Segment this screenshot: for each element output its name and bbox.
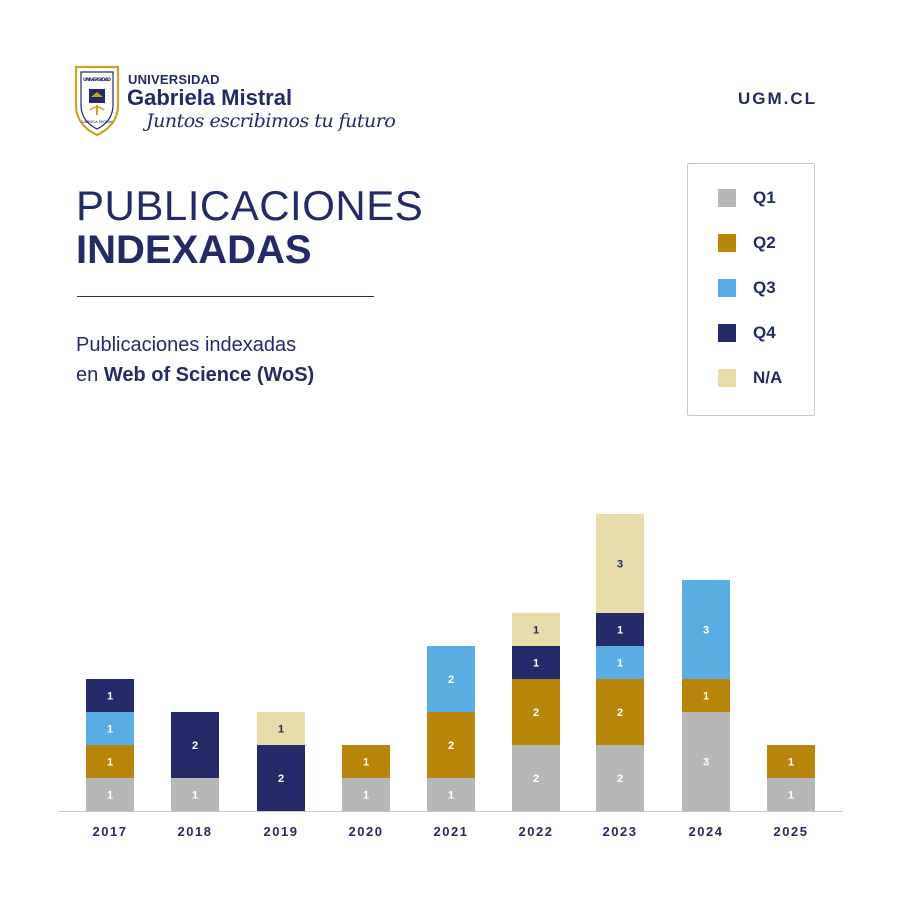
bar-segment-q1-2022 — [512, 745, 560, 811]
title-line-2: INDEXADAS — [76, 228, 312, 272]
x-tick-label-2021: 2021 — [434, 824, 469, 839]
legend-swatch-q1 — [718, 189, 736, 207]
data-label-q3-2017: 1 — [107, 724, 113, 736]
data-label-q4-2018: 2 — [192, 740, 198, 752]
data-label-q2-2017: 1 — [107, 757, 113, 769]
x-tick-label-2018: 2018 — [178, 824, 213, 839]
bar-segment-q2-2021 — [427, 712, 475, 778]
bar-segment-q2-2023 — [596, 679, 644, 745]
legend-swatch-na — [718, 369, 736, 387]
bar-segment-q4-2023 — [596, 613, 644, 646]
data-label-q2-2021: 2 — [448, 740, 454, 752]
bar-segment-q4-2017 — [86, 679, 134, 712]
bar-segment-q2-2022 — [512, 679, 560, 745]
data-label-q4-2023: 1 — [617, 625, 623, 637]
x-tick-label-2020: 2020 — [349, 824, 384, 839]
subtitle-line-1: Publicaciones indexadas — [76, 334, 297, 356]
bar-segment-q4-2019 — [257, 745, 305, 811]
bar-segment-q2-2017 — [86, 745, 134, 778]
legend-item-na: N/A — [718, 368, 783, 387]
title-divider — [77, 296, 374, 297]
bar-segment-na-2023 — [596, 514, 644, 613]
site-link[interactable]: UGM.CL — [737, 89, 817, 108]
data-label-q4-2022: 1 — [533, 658, 539, 670]
legend-swatch-q2 — [718, 234, 736, 252]
subtitle: Publicaciones indexadas en Web of Scienc… — [76, 330, 314, 390]
subtitle-line-2: en Web of Science (WoS) — [76, 360, 314, 390]
title-line-1: PUBLICACIONES — [76, 182, 424, 229]
bar-segment-q4-2022 — [512, 646, 560, 679]
seal-side-text: GABRIELA MISTRAL — [81, 120, 113, 124]
logo-slogan: Juntos escribimos tu futuro — [146, 110, 396, 132]
data-label-q1-2022: 2 — [533, 773, 539, 785]
chart-legend: Q1 Q2 Q3 Q4 N/A — [687, 163, 815, 416]
bar-segment-q3-2021 — [427, 646, 475, 712]
bar-segment-q1-2017 — [86, 778, 134, 811]
seal-top-text: UNIVERSIDAD — [83, 77, 111, 83]
data-label-q2-2025: 1 — [788, 757, 794, 769]
legend-swatch-q4 — [718, 324, 736, 342]
bar-segment-q1-2021 — [427, 778, 475, 811]
x-tick-label-2017: 2017 — [93, 824, 128, 839]
data-label-q1-2018: 1 — [192, 790, 198, 802]
bar-segment-q1-2018 — [171, 778, 219, 811]
data-label-q2-2020: 1 — [363, 757, 369, 769]
x-tick-label-2022: 2022 — [519, 824, 554, 839]
bar-segment-q2-2024 — [682, 679, 730, 712]
data-label-q1-2024: 3 — [703, 757, 709, 769]
logo-top-text: UNIVERSIDAD — [128, 72, 220, 87]
bar-segment-na-2022 — [512, 613, 560, 646]
legend-swatch-q3 — [718, 279, 736, 297]
university-seal-icon: UNIVERSIDAD GABRIELA MISTRAL — [74, 65, 120, 137]
bar-segment-q1-2020 — [342, 778, 390, 811]
x-tick-label-2025: 2025 — [774, 824, 809, 839]
legend-item-q3: Q3 — [718, 278, 776, 297]
data-label-q2-2024: 1 — [703, 691, 709, 703]
legend-label-q1: Q1 — [753, 188, 776, 207]
legend-item-q4: Q4 — [718, 323, 776, 342]
data-label-na-2022: 1 — [533, 625, 539, 637]
logo-main-text: Gabriela Mistral — [127, 85, 293, 110]
bar-segment-q4-2018 — [171, 712, 219, 778]
legend-item-q1: Q1 — [718, 188, 776, 207]
bar-segment-q3-2023 — [596, 646, 644, 679]
data-label-q3-2024: 3 — [703, 625, 709, 637]
legend-label-q4: Q4 — [753, 323, 776, 342]
subtitle-prefix: en — [76, 364, 104, 386]
bar-segment-q2-2025 — [767, 745, 815, 778]
data-label-q1-2021: 1 — [448, 790, 454, 802]
data-label-q3-2021: 2 — [448, 674, 454, 686]
bar-segment-q1-2024 — [682, 712, 730, 811]
legend-label-q3: Q3 — [753, 278, 776, 297]
bar-segment-q1-2023 — [596, 745, 644, 811]
bar-segment-q2-2020 — [342, 745, 390, 778]
bar-segment-q3-2024 — [682, 580, 730, 679]
x-tick-label-2024: 2024 — [689, 824, 724, 839]
data-label-q1-2025: 1 — [788, 790, 794, 802]
university-logo[interactable]: UNIVERSIDAD GABRIELA MISTRAL UNIVERSIDAD… — [72, 63, 396, 143]
subtitle-source: Web of Science (WoS) — [103, 364, 315, 386]
legend-item-q2: Q2 — [718, 233, 776, 252]
data-label-q2-2023: 2 — [617, 707, 623, 719]
data-label-na-2023: 3 — [617, 559, 623, 571]
x-tick-label-2023: 2023 — [603, 824, 638, 839]
legend-label-na: N/A — [753, 368, 783, 387]
data-label-q1-2020: 1 — [363, 790, 369, 802]
data-label-q3-2023: 1 — [617, 658, 623, 670]
bar-segment-q1-2025 — [767, 778, 815, 811]
bar-segment-q3-2017 — [86, 712, 134, 745]
data-label-q4-2017: 1 — [107, 691, 113, 703]
data-label-q1-2017: 1 — [107, 790, 113, 802]
legend-label-q2: Q2 — [753, 233, 776, 252]
data-label-q1-2023: 2 — [617, 773, 623, 785]
data-label-q4-2019: 2 — [278, 773, 284, 785]
data-label-na-2019: 1 — [278, 724, 284, 736]
x-tick-label-2019: 2019 — [264, 824, 299, 839]
data-label-q2-2022: 2 — [533, 707, 539, 719]
bar-segment-na-2019 — [257, 712, 305, 745]
